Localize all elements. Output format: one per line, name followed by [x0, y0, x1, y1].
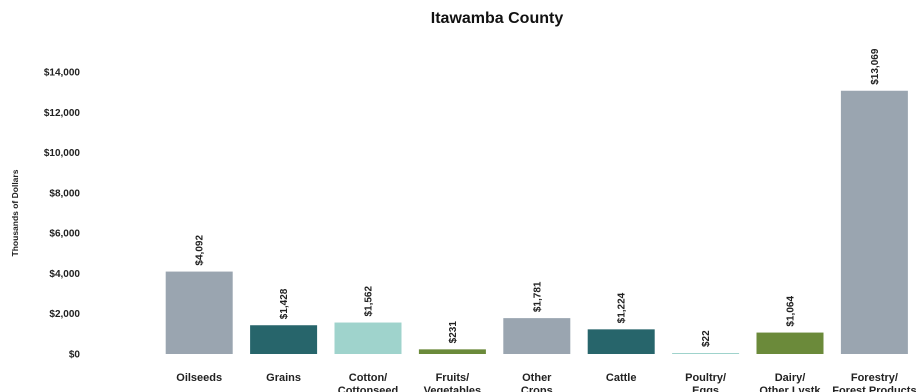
y-axis-label: Thousands of Dollars: [10, 169, 20, 256]
category-label: Poultry/Eggs: [685, 372, 726, 392]
data-label: $231: [448, 321, 459, 344]
y-tick-label: $0: [69, 350, 81, 361]
y-tick-label: $12,000: [44, 108, 81, 119]
bar: [165, 271, 233, 354]
data-label: $22: [701, 330, 712, 347]
data-label: $1,562: [364, 286, 375, 317]
category-label: Other Crops: [521, 372, 553, 392]
bar: [672, 353, 740, 354]
y-axis-ticks: $0 $2,000 $4,000 $6,000 $8,000 $10,000 $12,000…: [44, 68, 81, 361]
chart-title: Itawamba County: [431, 10, 564, 27]
y-tick-label: $2,000: [49, 309, 80, 320]
category-label: Grains: [266, 372, 301, 384]
bar: [334, 322, 402, 354]
data-label: $1,064: [786, 296, 797, 327]
data-label: $1,781: [532, 281, 543, 312]
x-axis-labels: Oilseeds Grains Cotton/Cottonseed Fruits/Ve…: [176, 372, 916, 392]
y-tick-label: $10,000: [44, 148, 81, 159]
y-tick-label: $6,000: [49, 229, 80, 240]
data-label: $13,069: [870, 48, 881, 85]
bar: [503, 318, 571, 354]
category-label: Cotton/Cottonseed: [338, 372, 399, 392]
bars: [165, 90, 908, 355]
y-tick-label: $8,000: [49, 188, 80, 199]
data-label: $4,092: [195, 235, 206, 266]
data-label: $1,428: [279, 288, 290, 319]
category-label: Forestry/Forest Products: [832, 372, 916, 392]
bar: [418, 349, 486, 354]
bar: [756, 332, 824, 354]
bar: [840, 90, 908, 355]
category-label: Fruits/Vegetables: [424, 372, 481, 392]
data-labels: $4,092 $1,428 $1,562 $231 $1,781 $1,224 $22 $1,…: [195, 48, 881, 347]
bar: [587, 329, 655, 354]
category-label: Cattle: [606, 372, 637, 384]
y-tick-label: $14,000: [44, 68, 81, 79]
category-label: Dairy/Other Lvstk: [759, 372, 821, 392]
data-label: $1,224: [617, 292, 628, 323]
y-tick-label: $4,000: [49, 269, 80, 280]
bar: [250, 325, 318, 354]
category-label: Oilseeds: [176, 372, 222, 384]
